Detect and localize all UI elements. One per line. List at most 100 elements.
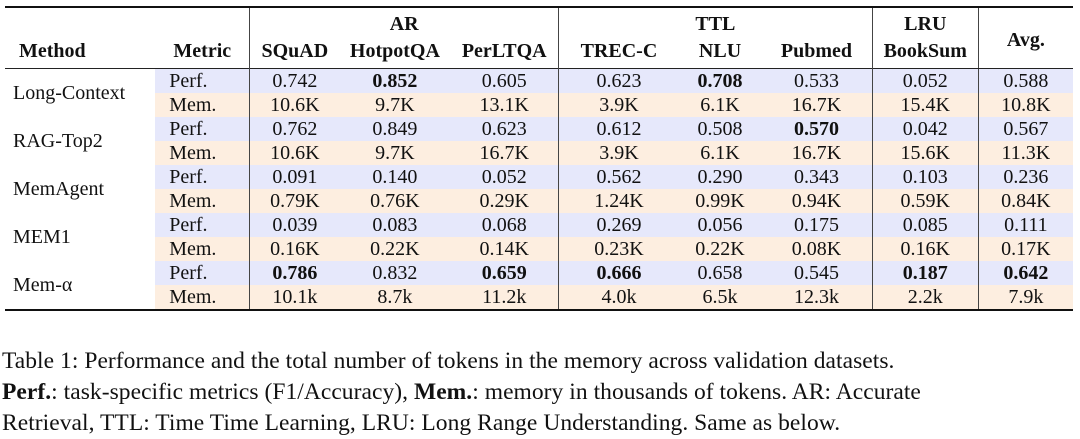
metric-label: Perf. bbox=[155, 117, 251, 141]
metric-value: 0.852 bbox=[339, 68, 451, 93]
table-body: Long-Context Perf. 0.742 0.852 0.605 0.623 0.7… bbox=[5, 68, 1073, 311]
metric-value: 0.658 bbox=[678, 261, 762, 285]
metric-value: 0.666 bbox=[558, 261, 679, 285]
table-row: Long-Context Perf. 0.742 0.852 0.605 0.623 0.7… bbox=[5, 68, 1073, 104]
metric-value: 1.24K bbox=[558, 189, 679, 213]
metric-value: 0.612 bbox=[558, 117, 679, 141]
metric-value: 0.849 bbox=[339, 117, 451, 141]
metric-value: 3.9K bbox=[558, 141, 679, 165]
metric-value: 0.175 bbox=[761, 213, 873, 237]
metric-value: 0.16K bbox=[872, 237, 979, 261]
metric-value: 16.7K bbox=[450, 141, 560, 165]
avg-header: Avg. bbox=[978, 6, 1073, 69]
metric-value: 0.742 bbox=[249, 68, 340, 93]
metric-value: 10.1k bbox=[249, 285, 340, 311]
metric-label: Perf. bbox=[155, 213, 251, 237]
metric-value: 0.22K bbox=[339, 237, 451, 261]
avg-value: 0.17K bbox=[978, 237, 1073, 261]
caption-mem-term: Mem. bbox=[413, 379, 473, 405]
metric-value: 0.786 bbox=[249, 261, 340, 285]
metric-value: 2.2k bbox=[872, 285, 979, 311]
metric-value: 0.056 bbox=[678, 213, 762, 237]
results-table: AR TTL LRU Avg. Method Metric SQuAD Hotp… bbox=[5, 6, 1073, 311]
metric-value: 12.3k bbox=[761, 285, 873, 311]
avg-value: 0.111 bbox=[978, 213, 1073, 237]
metric-value: 0.290 bbox=[678, 165, 762, 189]
metric-value: 10.6K bbox=[249, 93, 340, 117]
metric-header: Metric bbox=[155, 36, 251, 69]
method-name: RAG-Top2 bbox=[13, 130, 103, 152]
caption-perf-term: Perf. bbox=[2, 379, 52, 405]
metric-value: 0.659 bbox=[450, 261, 560, 285]
metric-value: 0.052 bbox=[450, 165, 560, 189]
metric-value: 0.508 bbox=[678, 117, 762, 141]
results-table-container: AR TTL LRU Avg. Method Metric SQuAD Hotp… bbox=[5, 6, 1073, 311]
avg-value: 0.642 bbox=[978, 261, 1073, 285]
metric-value: 16.7K bbox=[761, 93, 873, 117]
metric-value: 0.16K bbox=[249, 237, 340, 261]
metric-value: 0.545 bbox=[761, 261, 873, 285]
metric-value: 0.59K bbox=[872, 189, 979, 213]
avg-value: 11.3K bbox=[978, 141, 1073, 165]
metric-value: 16.7K bbox=[761, 141, 873, 165]
method-name: Mem-α bbox=[5, 261, 156, 311]
header-spacer bbox=[5, 6, 251, 36]
caption-line-3: Retrieval, TTL: Time Time Learning, LRU:… bbox=[2, 410, 841, 436]
metric-value: 6.1K bbox=[678, 141, 762, 165]
metric-value: 0.14K bbox=[450, 237, 560, 261]
metric-value: 0.832 bbox=[339, 261, 451, 285]
avg-value: 0.567 bbox=[978, 117, 1073, 141]
metric-value: 0.039 bbox=[249, 213, 340, 237]
dataset-header: NLU bbox=[698, 40, 742, 62]
metric-value: 0.570 bbox=[761, 117, 873, 141]
dataset-header: TREC-C bbox=[580, 40, 658, 62]
metric-label: Perf. bbox=[155, 261, 251, 285]
table-row: MEM1 Perf. 0.039 0.083 0.068 0.269 0.056 0.175 0… bbox=[5, 213, 1073, 248]
metric-value: 3.9K bbox=[558, 93, 679, 117]
metric-value: 0.99K bbox=[678, 189, 762, 213]
avg-value: 0.588 bbox=[978, 68, 1073, 93]
dataset-header: HotpotQA bbox=[349, 40, 440, 62]
metric-label: Mem. bbox=[155, 93, 251, 117]
metric-value: 11.2k bbox=[450, 285, 560, 311]
metric-value: 4.0k bbox=[558, 285, 679, 311]
caption-mem-desc: : memory in thousands of tokens. AR: Acc… bbox=[472, 379, 921, 405]
avg-value: 10.8K bbox=[978, 93, 1073, 117]
table-row: Mem. 10.1k 8.7k 11.2k 4.0k 6.5k 12.3k 2.2k 7.9k bbox=[5, 285, 1073, 311]
metric-value: 0.623 bbox=[558, 68, 679, 93]
table-row: Mem. 0.16K 0.22K 0.14K 0.23K 0.22K 0.08K 0.16K 0… bbox=[5, 237, 1073, 261]
table-row: Mem. 10.6K 9.7K 16.7K 3.9K 6.1K 16.7K 15.6K 11.3… bbox=[5, 141, 1073, 165]
dataset-header: BookSum bbox=[872, 36, 979, 69]
metric-value: 0.29K bbox=[450, 189, 560, 213]
method-name: MemAgent bbox=[13, 178, 105, 200]
table-row: Mem. 10.6K 9.7K 13.1K 3.9K 6.1K 16.7K 15.4K 10.8… bbox=[5, 93, 1073, 117]
metric-value: 6.1K bbox=[678, 93, 762, 117]
metric-label: Mem. bbox=[155, 189, 251, 213]
table-caption: Table 1: Performance and the total numbe… bbox=[2, 346, 1076, 439]
metric-value: 0.085 bbox=[872, 213, 979, 237]
method-header: Method bbox=[19, 40, 86, 62]
metric-value: 8.7k bbox=[339, 285, 451, 311]
avg-value: 0.236 bbox=[978, 165, 1073, 189]
method-name: MEM1 bbox=[13, 226, 71, 248]
metric-value: 0.533 bbox=[761, 68, 873, 93]
group-header-ttl: TTL bbox=[558, 6, 873, 36]
metric-value: 0.083 bbox=[339, 213, 451, 237]
avg-value: 0.84K bbox=[978, 189, 1073, 213]
metric-value: 0.068 bbox=[450, 213, 560, 237]
metric-value: 0.22K bbox=[678, 237, 762, 261]
metric-value: 0.605 bbox=[450, 68, 560, 93]
metric-value: 0.76K bbox=[339, 189, 451, 213]
metric-value: 0.091 bbox=[249, 165, 340, 189]
metric-value: 13.1K bbox=[450, 93, 560, 117]
metric-value: 0.08K bbox=[761, 237, 873, 261]
metric-value: 0.708 bbox=[678, 68, 762, 93]
metric-value: 0.343 bbox=[761, 165, 873, 189]
metric-label: Mem. bbox=[155, 285, 251, 311]
group-header-lru: LRU bbox=[872, 6, 979, 36]
metric-value: 0.187 bbox=[872, 261, 979, 285]
dataset-header: PerLTQA bbox=[450, 36, 560, 69]
caption-perf-desc: : task-specific metrics (F1/Accuracy), bbox=[51, 379, 414, 405]
metric-value: 0.042 bbox=[872, 117, 979, 141]
metric-value: 15.6K bbox=[872, 141, 979, 165]
